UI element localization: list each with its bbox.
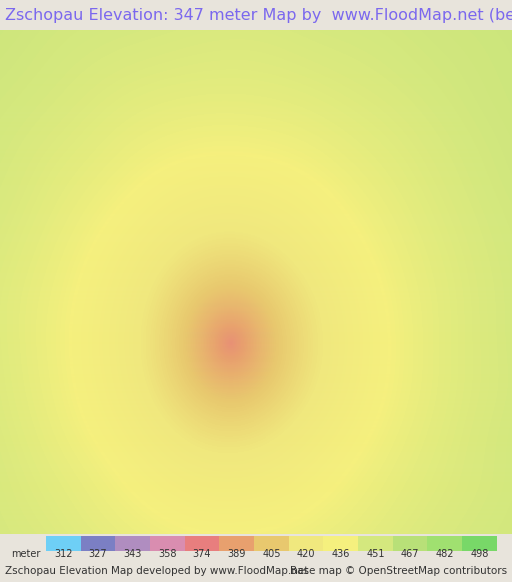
Text: 420: 420 [297,549,315,559]
Polygon shape [46,536,81,551]
Polygon shape [428,536,462,551]
Text: Zschopau Elevation: 347 meter Map by  www.FloodMap.net (beta): Zschopau Elevation: 347 meter Map by www… [5,8,512,23]
Text: 498: 498 [470,549,488,559]
Text: 343: 343 [123,549,142,559]
Polygon shape [462,536,497,551]
Text: 405: 405 [262,549,281,559]
Polygon shape [324,536,358,551]
Text: Zschopau Elevation Map developed by www.FloodMap.net: Zschopau Elevation Map developed by www.… [5,566,309,576]
Polygon shape [185,536,219,551]
Text: meter: meter [12,549,41,559]
Text: 436: 436 [331,549,350,559]
Polygon shape [358,536,393,551]
Polygon shape [254,536,289,551]
Polygon shape [289,536,324,551]
Polygon shape [219,536,254,551]
Text: 482: 482 [435,549,454,559]
Polygon shape [150,536,185,551]
Text: 451: 451 [366,549,385,559]
Polygon shape [393,536,428,551]
Text: Base map © OpenStreetMap contributors: Base map © OpenStreetMap contributors [290,566,507,576]
Text: 389: 389 [227,549,246,559]
Polygon shape [115,536,150,551]
Text: 358: 358 [158,549,177,559]
Text: 327: 327 [89,549,108,559]
Text: 467: 467 [401,549,419,559]
Text: 374: 374 [193,549,211,559]
Text: 312: 312 [54,549,73,559]
Polygon shape [81,536,115,551]
